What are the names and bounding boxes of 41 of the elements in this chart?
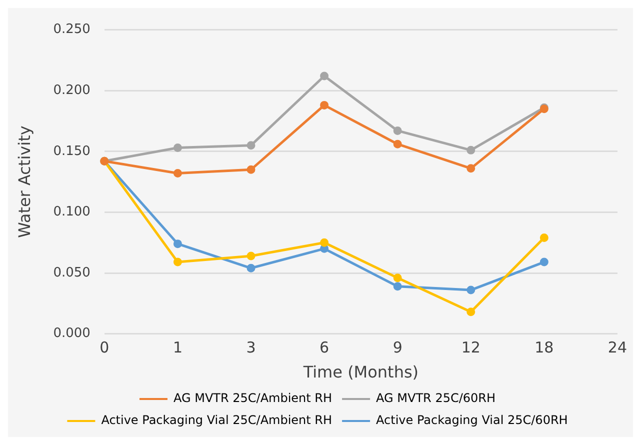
x-tick-label: 6 [320, 338, 330, 357]
point [320, 238, 329, 247]
y-tick-label: 0.000 [53, 326, 90, 342]
point [173, 240, 182, 248]
y-tick-label: 0.200 [53, 82, 90, 98]
point [246, 141, 256, 150]
point [246, 252, 256, 260]
x-tick-label: 24 [608, 338, 628, 357]
x-tick-label: 0 [100, 338, 110, 357]
y-tick-label: 0.250 [53, 22, 90, 38]
point [540, 258, 548, 266]
point [320, 100, 329, 110]
point [320, 72, 329, 80]
x-tick-label: 1 [172, 338, 182, 357]
point [173, 144, 182, 152]
point [393, 140, 402, 148]
x-tick-label: 9 [392, 338, 402, 357]
point [246, 165, 256, 174]
legend-label: Active Packaging Vial 25C/60RH [376, 413, 568, 428]
x-tick-label: 3 [246, 338, 256, 357]
point [173, 169, 182, 178]
legend-label: Active Packaging Vial 25C/Ambient RH [101, 413, 332, 428]
y-tick-label: 0.050 [53, 265, 90, 280]
point [246, 264, 256, 272]
point [466, 164, 476, 173]
x-axis-title: Time (Months) [302, 362, 419, 382]
point [393, 126, 402, 135]
point [173, 258, 182, 266]
legend-label: AG MVTR 25C/60RH [376, 391, 496, 406]
point [540, 233, 548, 242]
x-tick-label: 12 [461, 338, 480, 357]
y-axis-title: Water Activity [14, 126, 34, 238]
point [393, 274, 402, 282]
y-tick-label: 0.100 [53, 204, 90, 220]
point [393, 282, 402, 291]
point [466, 286, 476, 294]
x-tick-label: 18 [534, 338, 554, 357]
point [466, 308, 476, 316]
y-tick-label: 0.150 [53, 144, 90, 159]
point [466, 146, 476, 154]
legend-label: AG MVTR 25C/Ambient RH [173, 391, 332, 406]
